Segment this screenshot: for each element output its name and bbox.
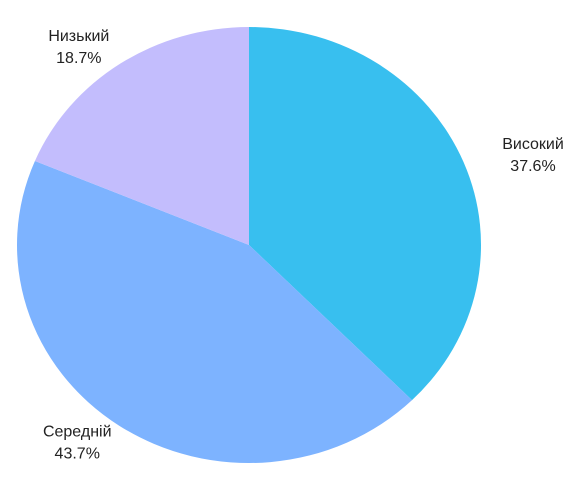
pie-slice bbox=[34, 27, 249, 245]
pie-slice bbox=[17, 160, 413, 463]
pie-slice bbox=[249, 27, 481, 401]
slice-value-label: 18.7% bbox=[56, 50, 101, 67]
slice-value-label: 43.7% bbox=[55, 445, 100, 462]
slice-label: Високий bbox=[502, 136, 564, 153]
slice-value-label: 37.6% bbox=[510, 158, 555, 175]
slice-label: Середній bbox=[43, 423, 112, 440]
slice-label: Низький bbox=[48, 28, 109, 45]
